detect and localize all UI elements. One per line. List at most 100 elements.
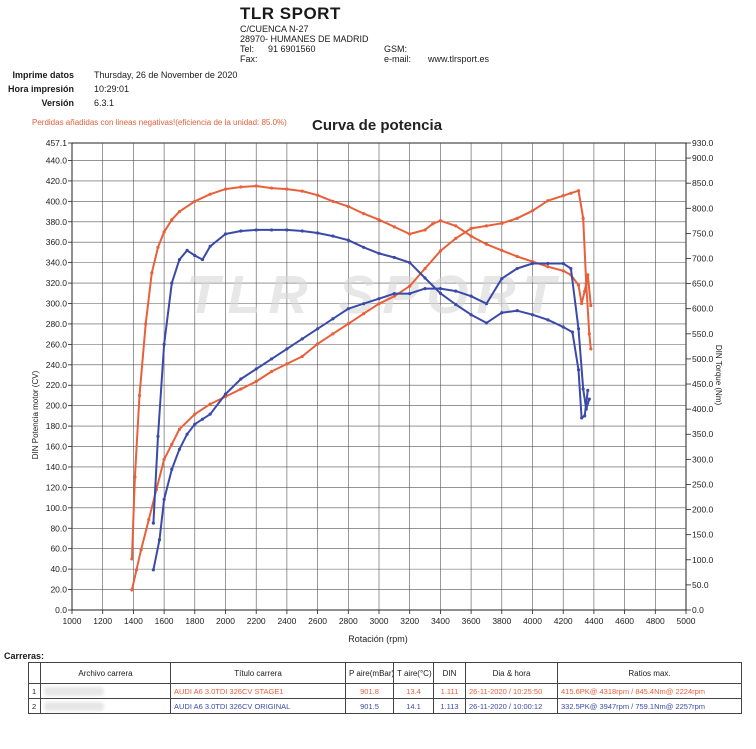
original-power-point bbox=[377, 251, 381, 256]
stage1-torque-point bbox=[392, 294, 396, 298]
header-p-aire: P aire(mBar) bbox=[345, 662, 394, 684]
stage1-torque-point bbox=[423, 266, 427, 271]
y-right-tick-label: 550.0 bbox=[692, 329, 714, 339]
original-power-point bbox=[177, 257, 182, 262]
stage1-power-point bbox=[362, 211, 366, 216]
company-gsm-label: GSM: bbox=[384, 44, 408, 54]
original-power-point bbox=[208, 244, 212, 248]
runs-table: Archivo carrera Título carrera P aire(mB… bbox=[28, 662, 742, 714]
y-left-tick-label: 360.0 bbox=[46, 237, 68, 247]
x-axis-label: Rotación (rpm) bbox=[348, 634, 408, 644]
original-power-point bbox=[580, 416, 584, 420]
stage1-power-point bbox=[208, 192, 212, 196]
y-left-tick-label: 260.0 bbox=[46, 339, 68, 349]
y-left-tick-label: 340.0 bbox=[46, 258, 68, 268]
table-row[interactable]: 1 AUDI A6 3.0TDI 326CV STAGE1 901.8 13.4… bbox=[28, 683, 742, 699]
y-right-tick-label: 700.0 bbox=[692, 253, 714, 263]
stage1-power-point bbox=[454, 224, 458, 228]
row-ratios: 415.6PK@ 4318rpm / 845.4Nm@ 2224rpm bbox=[557, 683, 742, 699]
original-torque-point bbox=[438, 287, 442, 291]
company-address-2: 28970- HUMANES DE MADRID bbox=[240, 34, 369, 44]
original-power-point bbox=[500, 311, 504, 315]
original-power-point bbox=[254, 228, 258, 232]
row-fecha: 26-11-2020 / 10:25:50 bbox=[465, 683, 558, 699]
header-din: DIN bbox=[433, 662, 466, 684]
company-website: www.tlrsport.es bbox=[428, 54, 490, 64]
company-name: TLR SPORT bbox=[240, 4, 341, 23]
original-torque-point bbox=[576, 327, 581, 331]
y-left-tick-label: 240.0 bbox=[46, 360, 68, 370]
original-torque-point bbox=[254, 367, 258, 371]
stage1-torque-point bbox=[484, 224, 489, 228]
stage1-power-point bbox=[162, 230, 166, 234]
original-torque-point bbox=[581, 387, 585, 391]
stage1-power-point bbox=[133, 475, 137, 479]
original-torque-point bbox=[151, 568, 155, 572]
y-right-tick-label: 750.0 bbox=[692, 228, 714, 238]
stage1-torque-point bbox=[584, 282, 588, 286]
stage1-torque-point bbox=[589, 347, 593, 351]
stage1-power-point bbox=[515, 254, 519, 259]
original-power-point bbox=[170, 281, 174, 285]
stage1-torque-point bbox=[139, 548, 143, 552]
y-right-tick-label: 100.0 bbox=[692, 555, 714, 565]
stage1-power-point bbox=[144, 322, 148, 326]
stage1-power-point bbox=[377, 218, 381, 222]
y-left-tick-label: 120.0 bbox=[46, 482, 68, 492]
stage1-power-point bbox=[130, 557, 134, 561]
x-tick-label: 1000 bbox=[63, 616, 82, 626]
y-right-tick-label: 400.0 bbox=[692, 404, 714, 414]
stage1-power-point bbox=[331, 199, 335, 203]
table-row[interactable]: 2 AUDI A6 3.0TDI 326CV ORIGINAL 901.5 14… bbox=[28, 698, 742, 714]
stage1-torque-point bbox=[530, 209, 535, 213]
row-din: 1.113 bbox=[433, 698, 466, 714]
x-tick-label: 2800 bbox=[339, 616, 358, 626]
chart-title: Curva de potencia bbox=[312, 117, 443, 134]
loss-note: Perdidas añadidas con lineas negativas!(… bbox=[32, 118, 287, 127]
company-email-label: e-mail: bbox=[384, 54, 412, 64]
chart-series bbox=[130, 184, 593, 592]
row-num: 1 bbox=[28, 683, 41, 699]
company-tel-value: 91 6901560 bbox=[268, 44, 316, 54]
original-power-point bbox=[570, 330, 575, 334]
stage1-power-point bbox=[423, 228, 427, 232]
header-t-aire: T aire(°C) bbox=[393, 662, 434, 684]
stage1-torque-point bbox=[177, 427, 182, 431]
original-power-point bbox=[469, 313, 473, 317]
row-t-aire: 13.4 bbox=[393, 683, 434, 699]
stage1-torque-point bbox=[546, 199, 550, 203]
y-right-tick-label: 930.0 bbox=[692, 138, 714, 148]
stage1-power-point bbox=[170, 218, 174, 222]
original-power-point bbox=[316, 231, 320, 235]
header-archivo: Archivo carrera bbox=[40, 662, 171, 684]
original-torque-point bbox=[454, 289, 458, 293]
original-torque-point bbox=[587, 397, 591, 401]
stage1-torque-point bbox=[438, 249, 442, 253]
stage1-power-point bbox=[150, 271, 154, 275]
row-titulo: AUDI A6 3.0TDI 326CV ORIGINAL bbox=[170, 698, 346, 714]
stage1-torque-point bbox=[515, 216, 519, 220]
stage1-power-point bbox=[500, 248, 504, 252]
row-num: 2 bbox=[28, 698, 41, 714]
original-power-point bbox=[546, 318, 550, 322]
original-power-point bbox=[185, 248, 189, 252]
original-torque-point bbox=[423, 287, 427, 291]
stage1-torque-point bbox=[331, 332, 335, 336]
original-power-point bbox=[530, 313, 535, 317]
meta-version-label: Versión bbox=[41, 98, 74, 108]
original-torque-point bbox=[223, 392, 228, 396]
original-power-point bbox=[561, 325, 565, 329]
stage1-power-point bbox=[239, 185, 243, 189]
y-right-tick-label: 500.0 bbox=[692, 354, 714, 364]
x-tick-label: 2200 bbox=[247, 616, 266, 626]
original-torque-point bbox=[584, 407, 588, 411]
stage1-power-point bbox=[583, 289, 587, 293]
original-power-point bbox=[586, 388, 590, 392]
row-fecha: 26-11-2020 / 10:00:12 bbox=[465, 698, 558, 714]
y-right-tick-label: 200.0 bbox=[692, 505, 714, 515]
original-power-point bbox=[346, 238, 350, 242]
stage1-torque-point bbox=[193, 412, 197, 416]
header-num bbox=[28, 662, 41, 684]
original-torque-point bbox=[569, 266, 573, 271]
runs-title: Carreras: bbox=[4, 651, 45, 661]
